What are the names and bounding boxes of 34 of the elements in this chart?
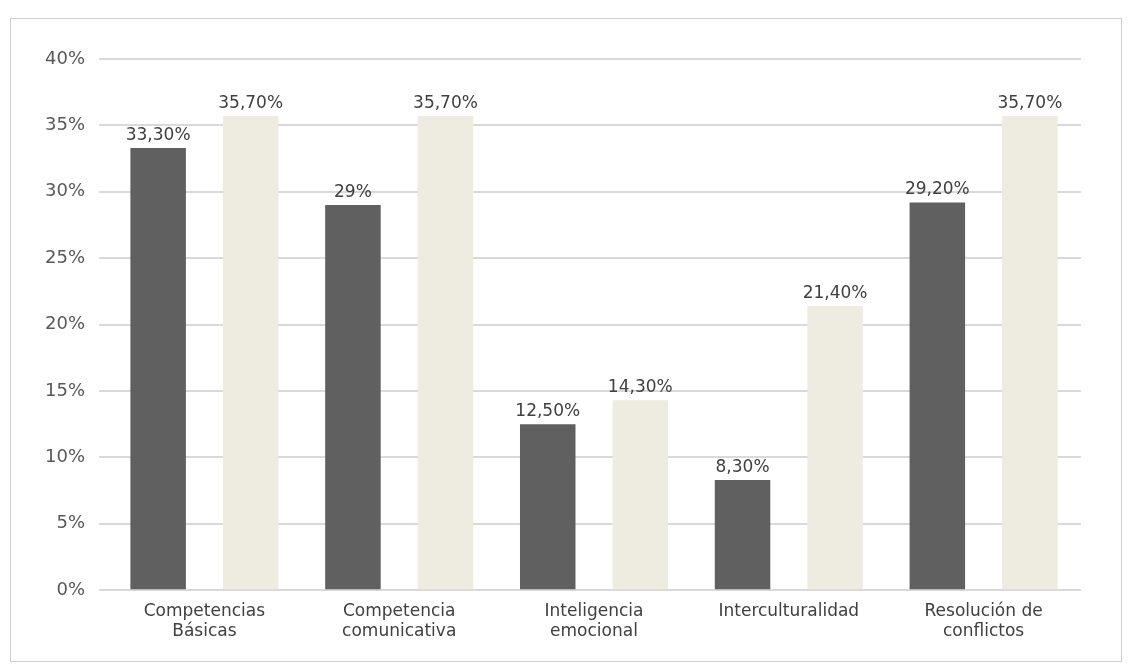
data-label: 8,30% bbox=[715, 455, 770, 476]
y-tick-label: 40% bbox=[44, 46, 86, 68]
bar bbox=[714, 479, 771, 590]
data-label: 33,30% bbox=[125, 123, 191, 144]
y-tick-label: 5% bbox=[56, 511, 86, 533]
bar bbox=[807, 306, 863, 590]
y-tick-label: 25% bbox=[44, 245, 86, 267]
data-label: 12,50% bbox=[515, 400, 581, 421]
data-label: 14,30% bbox=[607, 376, 673, 397]
y-tick-label: 0% bbox=[56, 577, 86, 599]
bar bbox=[612, 400, 669, 590]
bar bbox=[1002, 116, 1058, 590]
data-label: 29,20% bbox=[904, 178, 970, 199]
bar bbox=[325, 205, 381, 590]
y-tick-label: 30% bbox=[44, 179, 86, 201]
y-tick-label: 35% bbox=[44, 113, 86, 135]
data-label: 29% bbox=[334, 181, 372, 201]
x-tick-label: Inteligencia emocional bbox=[544, 599, 644, 641]
x-tick-label: Competencia comunicativa bbox=[342, 599, 457, 641]
x-tick-label: Interculturalidad bbox=[718, 599, 860, 620]
bar bbox=[130, 147, 186, 590]
bar bbox=[417, 116, 474, 590]
y-tick-label: 10% bbox=[44, 445, 86, 467]
data-label: 35,70% bbox=[997, 92, 1063, 113]
x-tick-label: Competencias Básicas bbox=[143, 599, 266, 641]
y-tick-label: 20% bbox=[44, 312, 86, 334]
bar bbox=[909, 202, 966, 590]
y-tick-label: 15% bbox=[44, 378, 86, 400]
data-label: 35,70% bbox=[218, 92, 284, 113]
data-label: 21,40% bbox=[802, 281, 868, 302]
x-tick-label: Resolución de conflictos bbox=[924, 599, 1043, 641]
bar bbox=[222, 116, 279, 590]
bar bbox=[519, 424, 576, 590]
data-label: 35,70% bbox=[413, 92, 478, 113]
